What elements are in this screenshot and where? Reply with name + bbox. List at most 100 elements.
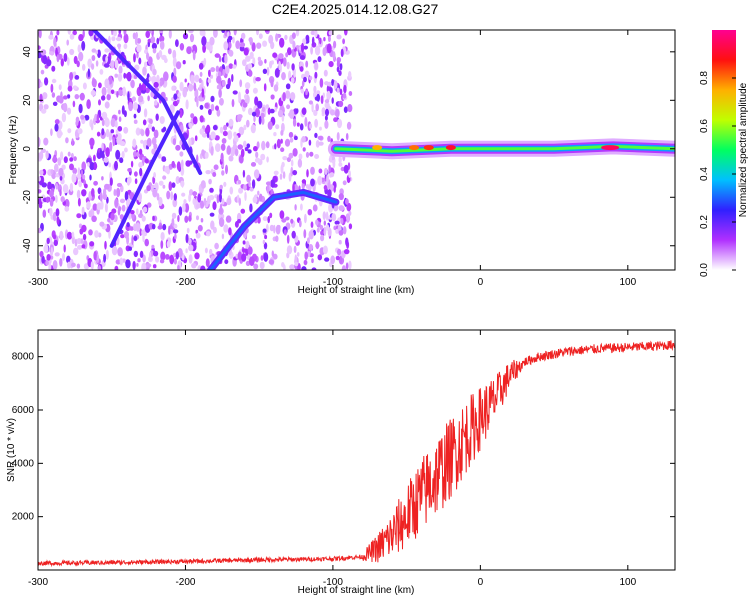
spectrogram-noise-speck <box>133 235 138 242</box>
spectrogram-noise-speck <box>198 97 204 102</box>
spectrogram-noise-speck <box>345 262 349 270</box>
spectrogram-noise-speck <box>331 213 337 222</box>
spectrogram-noise-speck <box>138 95 144 103</box>
spectrogram-noise-speck <box>49 198 54 207</box>
spectrogram-noise-speck <box>295 30 300 37</box>
spectrogram-noise-speck <box>270 78 274 88</box>
spectrogram-noise-speck <box>140 129 145 137</box>
spectrogram-noise-speck <box>347 104 353 113</box>
spectrogram-noise-speck <box>145 263 152 268</box>
spectrogram-noise-speck <box>40 81 43 88</box>
spectrogram-noise-speck <box>93 161 97 171</box>
spectrogram-noise-speck <box>175 176 180 184</box>
spectrogram-noise-speck <box>44 77 49 86</box>
spectrogram-noise-speck <box>55 47 58 57</box>
spectrogram-noise-speck <box>72 100 76 108</box>
spectrogram-noise-speck <box>291 63 295 71</box>
spectrogram-noise-speck <box>52 156 58 163</box>
spectrogram-noise-speck <box>228 35 233 41</box>
spectrogram-noise-speck <box>134 36 138 46</box>
spectrogram-noise-speck <box>98 232 102 238</box>
colorbar-tick-label: 0.6 <box>699 119 710 133</box>
spectrogram-noise-speck <box>80 169 84 177</box>
spectrogram-noise-speck <box>338 205 345 212</box>
spectrogram-noise-speck <box>247 63 253 69</box>
spectrogram-noise-speck <box>99 192 103 202</box>
spectrogram-noise-speck <box>231 74 234 82</box>
spectrogram-noise-speck <box>159 259 165 264</box>
spectrogram-noise-speck <box>77 44 81 53</box>
spectrogram-noise-speck <box>87 58 92 68</box>
spectrogram-noise-speck <box>144 238 149 247</box>
spectrogram-noise-speck <box>322 211 326 221</box>
spectrogram-noise-speck <box>222 130 228 137</box>
spectrogram-noise-speck <box>310 46 313 55</box>
spectrogram-noise-speck <box>103 63 110 68</box>
spectrogram-noise-speck <box>127 168 132 172</box>
spectrogram-noise-speck <box>302 38 307 45</box>
spectrogram-noise-speck <box>123 110 127 118</box>
spectrogram-noise-speck <box>153 250 159 257</box>
spectrogram-noise-speck <box>117 207 121 216</box>
spectrogram-noise-speck <box>258 115 262 125</box>
spectrogram-noise-speck <box>88 210 92 218</box>
spectrogram-noise-speck <box>317 56 322 63</box>
spectrogram-noise-speck <box>318 168 323 174</box>
spectrogram-noise-speck <box>165 254 170 260</box>
spectrogram-noise-speck <box>41 255 45 264</box>
spectrogram-noise-speck <box>324 167 328 175</box>
spectrogram-noise-speck <box>161 54 167 61</box>
spectrogram-noise-speck <box>264 59 267 64</box>
spectrogram-noise-speck <box>294 261 299 267</box>
spectrogram-noise-speck <box>43 244 49 253</box>
spectrogram-noise-speck <box>188 30 194 34</box>
spectrogram-x-label: Height of straight line (km) <box>298 285 415 296</box>
spectrogram-noise-speck <box>146 52 150 61</box>
spectrogram-noise-speck <box>180 166 185 176</box>
spectrogram-noise-speck <box>239 42 246 48</box>
spectrogram-noise-speck <box>182 60 186 65</box>
spectrogram-noise-speck <box>224 54 228 64</box>
spectrogram-noise-speck <box>204 102 209 109</box>
spectrogram-noise-speck <box>294 135 298 141</box>
spectrogram-noise-speck <box>66 57 70 66</box>
spectrogram-noise-speck <box>111 30 114 36</box>
spectrogram-noise-speck <box>259 261 265 270</box>
spectrogram-noise-speck <box>237 114 243 119</box>
spectrogram-noise-speck <box>153 129 159 139</box>
snr-x-ticks: -300 -200 -100 0 100 <box>28 330 637 588</box>
spectrogram-noise-speck <box>271 250 274 257</box>
spectrogram-noise-speck <box>151 75 157 85</box>
spectrogram-noise-speck <box>166 240 171 248</box>
spectrogram-noise-speck <box>125 259 131 269</box>
spectrogram-noise-speck <box>323 226 327 236</box>
spectrogram-noise-speck <box>104 183 110 190</box>
spectrogram-x-tick-label: -100 <box>323 277 343 288</box>
spectrogram-noise-speck <box>112 136 116 147</box>
spectrogram-noise-speck <box>305 151 310 158</box>
spectrogram-noise-speck <box>56 216 60 225</box>
spectrogram-noise-speck <box>278 53 284 60</box>
spectrogram-noise-speck <box>110 89 115 95</box>
spectrogram-noise-speck <box>280 129 284 136</box>
spectrogram-noise-speck <box>262 68 268 75</box>
spectrogram-noise-speck <box>244 82 251 90</box>
spectrogram-noise-speck <box>194 135 198 142</box>
spectrogram-y-tick-label: 40 <box>22 46 33 58</box>
spectrogram-noise-speck <box>328 30 333 36</box>
spectrogram-noise-speck <box>290 159 294 167</box>
spectrogram-noise-speck <box>82 82 87 90</box>
spectrogram-noise-speck <box>322 47 327 57</box>
spectrogram-noise-speck <box>245 55 251 62</box>
spectrogram-noise-speck <box>315 241 320 250</box>
spectrogram-noise-speck <box>114 120 118 128</box>
spectrogram-noise-speck <box>225 83 231 90</box>
spectrogram-noise-speck <box>138 84 144 91</box>
spectrogram-noise-speck <box>260 255 264 261</box>
spectrogram-noise-speck <box>290 218 294 224</box>
spectrogram-noise-speck <box>308 230 314 240</box>
snr-x-label: Height of straight line (km) <box>298 585 415 596</box>
spectrogram-noise-speck <box>76 173 82 180</box>
spectrogram-noise-speck <box>290 166 294 177</box>
snr-y-tick-label: 4000 <box>12 458 35 469</box>
